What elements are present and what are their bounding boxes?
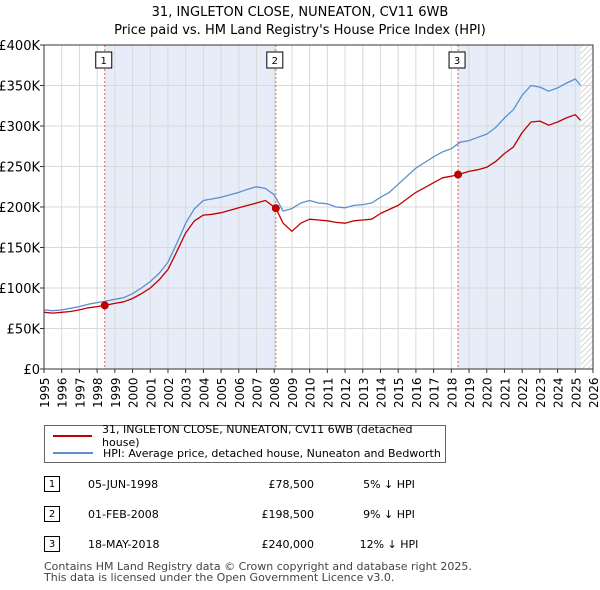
transaction-hpi-relation: 5% ↓ HPI (363, 478, 415, 491)
y-tick-label: £350K (0, 80, 40, 95)
x-tick-label: 2007 (251, 377, 265, 408)
transaction-label-box (448, 51, 466, 69)
transaction-label-box (95, 51, 113, 69)
transaction-date: 05-JUN-1998 (88, 478, 159, 491)
x-tick-label: 2010 (304, 377, 318, 408)
y-tick-label: £0 (23, 363, 40, 378)
transaction-date: 01-FEB-2008 (88, 508, 159, 521)
footer-licence: This data is licensed under the Open Gov… (44, 571, 395, 584)
title-line-2: Price paid vs. HM Land Registry's House … (114, 23, 486, 38)
transaction-label: 3 (454, 56, 460, 67)
price-chart: 1 2 3 £0 £50K £100K £150K £200K £250K £300K £350K… (0, 39, 600, 408)
x-tick-label: 2013 (357, 377, 371, 408)
transaction-price: £240,000 (261, 538, 315, 551)
transaction-hpi-relation: 12% ↓ HPI (359, 538, 419, 551)
transaction-date: 18-MAY-2018 (88, 538, 160, 551)
transaction-point (454, 170, 463, 179)
transaction-hpi-relation: 9% ↓ HPI (363, 508, 415, 521)
x-tick-label: 2024 (552, 377, 566, 408)
y-tick-label: £250K (0, 161, 40, 176)
x-tick-label: 2009 (286, 377, 300, 408)
x-tick-label: 2008 (268, 377, 282, 408)
transaction-price: £198,500 (261, 508, 315, 521)
property-line-swatch (53, 435, 93, 437)
x-tick-label: 2023 (534, 377, 548, 408)
transaction-point (271, 204, 280, 213)
x-tick-label: 2004 (197, 377, 211, 408)
property-series-line (43, 114, 582, 314)
legend-item-property: 31, INGLETON CLOSE, NUNEATON, CV11 6WB (… (53, 423, 445, 449)
x-tick-label: 2020 (481, 377, 495, 408)
x-tick-label: 2022 (516, 377, 530, 408)
transaction-number-badge: 1 (44, 476, 60, 492)
x-tick-label: 2003 (180, 377, 194, 408)
x-tick-label: 2011 (321, 377, 335, 408)
footer-copyright: Contains HM Land Registry data © Crown c… (44, 560, 472, 573)
y-tick-label: £50K (7, 323, 41, 338)
x-tick-label: 1995 (38, 377, 52, 408)
y-tick-label: £100K (0, 282, 40, 297)
x-tick-label: 1996 (56, 377, 70, 408)
legend-hpi-label: HPI: Average price, detached house, Nune… (103, 446, 441, 460)
x-tick-label: 2006 (233, 377, 247, 408)
footer: Contains HM Land Registry data © Crown c… (44, 561, 472, 583)
legend-item-hpi: HPI: Average price, detached house, Nune… (53, 445, 441, 461)
legend-property-label: 31, INGLETON CLOSE, NUNEATON, CV11 6WB (… (102, 423, 413, 449)
hpi-series-line (43, 78, 582, 312)
y-tick-label: £200K (0, 201, 40, 216)
y-tick-label: £400K (0, 39, 40, 54)
x-tick-label: 2014 (374, 377, 388, 408)
transaction-point (100, 301, 109, 310)
x-tick-label: 2026 (587, 377, 600, 408)
chart-title: 31, INGLETON CLOSE, NUNEATON, CV11 6WB P… (0, 4, 600, 40)
x-tick-label: 2012 (339, 377, 353, 408)
x-tick-label: 1999 (109, 377, 123, 408)
x-tick-label: 2001 (144, 377, 158, 408)
title-line-1: 31, INGLETON CLOSE, NUNEATON, CV11 6WB (151, 5, 449, 20)
x-tick-label: 2017 (428, 377, 442, 408)
x-tick-label: 2019 (463, 377, 477, 408)
y-tick-label: £150K (0, 242, 40, 257)
transaction-number-badge: 2 (44, 506, 60, 522)
y-tick-label: £300K (0, 120, 40, 135)
x-tick-label: 2021 (498, 377, 512, 408)
x-tick-label: 1997 (73, 377, 87, 408)
legend: 31, INGLETON CLOSE, NUNEATON, CV11 6WB (… (44, 423, 446, 463)
transaction-label: 2 (272, 56, 278, 67)
transaction-label: 1 (101, 56, 107, 67)
transaction-price: £78,500 (268, 478, 315, 491)
x-tick-label: 2005 (215, 377, 229, 408)
x-tick-label: 2018 (445, 377, 459, 408)
x-tick-label: 2002 (162, 377, 176, 408)
x-tick-label: 2016 (410, 377, 424, 408)
transaction-label-box (266, 51, 284, 69)
hpi-line-swatch (53, 452, 93, 454)
x-tick-label: 2000 (127, 377, 141, 408)
x-tick-label: 2025 (569, 377, 583, 408)
x-tick-label: 1998 (91, 377, 105, 408)
transaction-number-badge: 3 (44, 536, 60, 552)
x-tick-label: 2015 (392, 377, 406, 408)
